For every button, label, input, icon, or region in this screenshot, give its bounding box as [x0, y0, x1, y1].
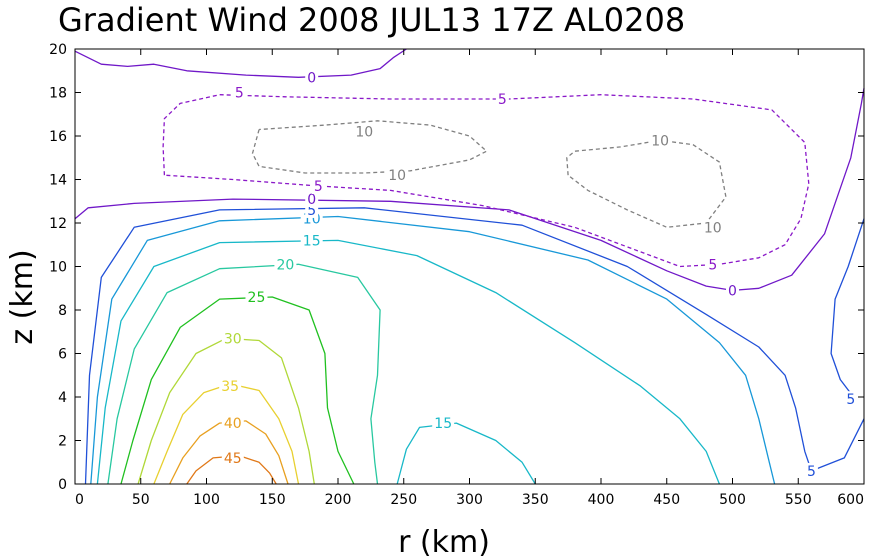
contour-label-bg	[432, 415, 455, 432]
contour-label: 0	[307, 192, 316, 208]
contour-label-bg	[219, 378, 242, 395]
x-tick-label: 250	[390, 492, 417, 508]
contour-label: 10	[704, 220, 722, 236]
contour-label: 5	[498, 92, 507, 108]
contour-line	[74, 48, 407, 78]
y-tick-label: 10	[49, 260, 67, 276]
contour-line	[566, 139, 727, 228]
contour-label-bg	[804, 462, 818, 479]
contour-label: 5	[807, 464, 816, 480]
contour-label: 10	[388, 168, 406, 184]
contour-line	[107, 263, 381, 485]
contour-level-25: 25	[120, 288, 355, 485]
x-tick-label: 400	[588, 492, 615, 508]
contour-line	[120, 296, 355, 485]
contour-label-bg	[726, 282, 739, 299]
contour-label-bg	[221, 449, 244, 466]
contour-label: 10	[651, 133, 669, 149]
contour-level-5: 5 5 5	[84, 201, 865, 485]
contour-label: 40	[224, 416, 242, 432]
y-tick-label: 0	[58, 477, 67, 493]
contour-line	[830, 218, 865, 398]
x-tick-label: 100	[193, 492, 220, 508]
contour-label-bg	[300, 232, 323, 249]
contour-label: 5	[314, 179, 323, 195]
contour-label: 35	[221, 379, 239, 395]
contour-label-bg	[311, 178, 325, 195]
axes-layer: 0 50 100 150 200 250 300 350 400 450 500 550 6000246…	[49, 42, 865, 508]
contour-label-bg	[495, 91, 509, 108]
contour-label: 25	[248, 290, 266, 306]
y-tick-label: 16	[49, 129, 67, 145]
contour-level--5: 5 5 5 5	[162, 84, 810, 273]
y-tick-label: 2	[58, 434, 67, 450]
contour-label-bg	[386, 167, 409, 184]
x-tick-label: 600	[837, 492, 864, 508]
contour-label-bg	[245, 288, 268, 305]
contour-label: 10	[355, 125, 373, 141]
x-axis-title: r (km)	[398, 525, 490, 559]
contour-level-40: 40	[169, 415, 289, 485]
chart-title: Gradient Wind 2008 JUL13 17Z AL0208	[58, 1, 685, 39]
contour-line	[74, 88, 865, 292]
contour-line	[162, 94, 810, 268]
x-tick-label: 200	[325, 492, 352, 508]
x-tick-label: 550	[785, 492, 812, 508]
y-tick-label: 18	[49, 86, 67, 102]
contour-line	[396, 422, 536, 485]
contour-label: 5	[708, 257, 717, 273]
contour-label: 0	[307, 70, 316, 86]
x-tick-label: 150	[259, 492, 286, 508]
contour-label-bg	[844, 391, 858, 408]
contour-level-0: 0 0 0	[74, 48, 865, 299]
contour-label: 0	[728, 283, 737, 299]
contour-label-bg	[232, 84, 246, 101]
y-tick-label: 4	[58, 390, 67, 406]
contour-label-bg	[221, 330, 244, 347]
contour-label-bg	[649, 132, 672, 149]
contour-level-35: 35	[153, 378, 300, 485]
contour-label: 5	[235, 86, 244, 102]
contour-label-bg	[274, 256, 297, 273]
contour-line	[84, 207, 865, 485]
contour-label-bg	[706, 256, 720, 273]
contour-label: 45	[224, 451, 242, 467]
contour-level-20: 20	[107, 256, 381, 485]
y-tick-label: 20	[49, 42, 67, 58]
contour-label-bg	[305, 191, 319, 208]
x-tick-label: 350	[522, 492, 549, 508]
contour-label-bg	[353, 123, 376, 140]
y-tick-label: 6	[58, 347, 67, 363]
contour-line	[251, 120, 488, 174]
plot-frame	[74, 48, 865, 485]
contour-label-bg	[701, 219, 724, 236]
contour-line	[96, 239, 721, 485]
x-tick-label: 500	[719, 492, 746, 508]
contour-label: 5	[307, 203, 316, 219]
contour-label-bg	[221, 415, 244, 432]
contour-label: 15	[303, 233, 321, 249]
contour-level-30: 30	[137, 330, 315, 485]
x-tick-label: 450	[653, 492, 680, 508]
x-tick-label: 0	[75, 492, 84, 508]
y-axis-title: z (km)	[5, 249, 40, 344]
x-tick-label: 300	[456, 492, 483, 508]
contour-level--10: 10 10 10 10	[251, 120, 727, 236]
contour-label: 30	[224, 331, 242, 347]
contour-level-45: 45	[186, 449, 277, 485]
contour-line	[153, 383, 300, 485]
contour-line	[90, 215, 776, 485]
y-tick-label: 12	[49, 216, 67, 232]
x-tick-label: 50	[132, 492, 150, 508]
contour-label: 5	[846, 392, 855, 408]
y-tick-label: 8	[58, 303, 67, 319]
contour-label-bg	[305, 69, 319, 86]
y-tick-label: 14	[49, 173, 67, 189]
contour-label: 15	[434, 416, 452, 432]
contour-label: 20	[276, 257, 294, 273]
